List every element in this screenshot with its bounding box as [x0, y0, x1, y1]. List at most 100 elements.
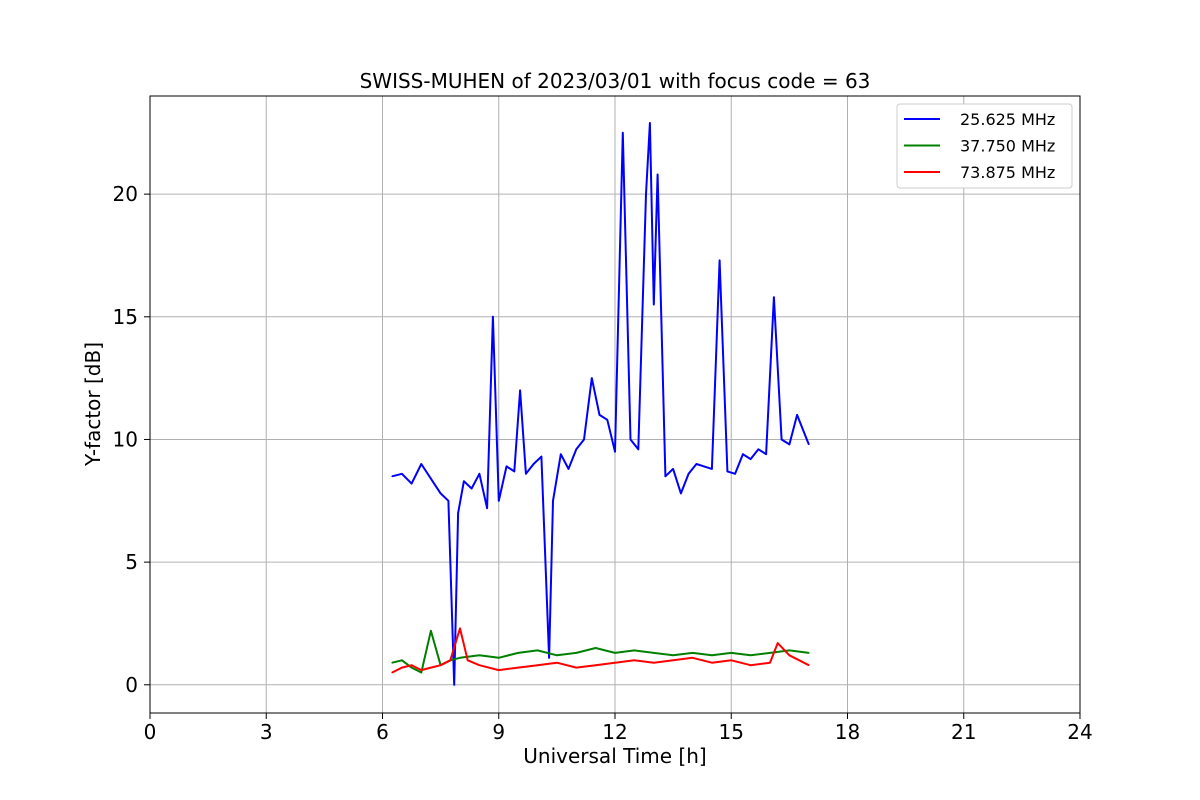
- data-point: [769, 661, 771, 664]
- data-point: [391, 475, 393, 478]
- data-point: [672, 468, 674, 470]
- data-point: [788, 443, 791, 446]
- data-point: [430, 477, 432, 480]
- data-point: [439, 492, 442, 495]
- data-point: [773, 296, 775, 298]
- x-tick-label: 12: [602, 720, 627, 744]
- data-point: [552, 499, 554, 502]
- data-point: [575, 448, 578, 451]
- data-point: [420, 671, 423, 674]
- data-point: [536, 664, 539, 666]
- data-point: [621, 131, 624, 134]
- x-tick-label: 0: [144, 720, 157, 744]
- data-point: [463, 480, 465, 482]
- data-point: [645, 193, 647, 195]
- data-point: [391, 661, 393, 664]
- data-point: [478, 654, 481, 657]
- data-point: [780, 438, 783, 441]
- data-point: [401, 473, 403, 475]
- legend-label: 73.875 MHz: [960, 163, 1055, 182]
- data-point: [742, 453, 744, 455]
- data-point: [757, 448, 760, 451]
- series-lines: [391, 122, 810, 686]
- x-axis-label: Universal Time [h]: [523, 744, 706, 768]
- data-point: [598, 414, 601, 416]
- grid: [149, 96, 1081, 713]
- y-axis-label: Y-factor [dB]: [81, 342, 105, 467]
- data-point: [430, 666, 432, 669]
- data-point: [594, 664, 597, 666]
- data-point: [687, 473, 690, 475]
- data-point: [420, 463, 423, 465]
- data-point: [486, 507, 488, 509]
- data-point: [536, 649, 539, 652]
- data-point: [652, 661, 655, 664]
- data-point: [497, 499, 500, 502]
- data-point: [410, 482, 413, 485]
- data-point: [556, 661, 558, 664]
- data-point: [447, 499, 450, 502]
- data-point: [796, 414, 798, 416]
- data-point: [672, 659, 674, 662]
- y-tick-label: 0: [125, 673, 138, 697]
- data-point: [459, 657, 461, 659]
- data-point: [410, 664, 413, 666]
- data-point: [734, 473, 736, 475]
- data-point: [449, 659, 452, 662]
- data-point: [548, 657, 550, 659]
- data-point: [629, 438, 632, 441]
- data-point: [497, 657, 500, 659]
- data-point: [695, 463, 698, 465]
- data-point: [726, 470, 729, 473]
- data-point: [519, 389, 521, 392]
- y-tick-label: 10: [113, 427, 138, 451]
- data-point: [776, 642, 779, 644]
- data-point: [453, 683, 455, 686]
- data-point: [391, 671, 393, 674]
- data-point: [594, 647, 597, 649]
- data-point: [567, 468, 570, 470]
- data-point: [410, 666, 413, 669]
- x-tick-label: 3: [260, 720, 273, 744]
- series-line: [391, 629, 809, 674]
- chart-title: SWISS-MUHEN of 2023/03/01 with focus cod…: [360, 69, 871, 93]
- data-point: [430, 630, 432, 632]
- data-point: [575, 652, 578, 654]
- legend-label: 37.750 MHz: [960, 137, 1055, 156]
- data-point: [478, 473, 481, 475]
- data-point: [637, 448, 640, 451]
- data-point: [788, 654, 791, 657]
- legend: 25.625 MHz 37.750 MHz 73.875 MHz: [896, 103, 1073, 189]
- y-tick-label: 15: [113, 305, 138, 329]
- data-point: [807, 664, 810, 666]
- data-point: [711, 654, 713, 657]
- data-point: [559, 453, 562, 455]
- series-2: [391, 627, 810, 674]
- x-tick-label: 15: [719, 720, 744, 744]
- data-point: [804, 433, 806, 436]
- data-point: [513, 470, 516, 473]
- data-point: [765, 453, 767, 455]
- data-point: [691, 652, 694, 654]
- data-point: [652, 303, 655, 306]
- data-point: [590, 377, 593, 379]
- y-tick-label: 20: [113, 182, 138, 206]
- series-line: [391, 627, 810, 674]
- data-point: [711, 661, 713, 664]
- data-point: [556, 654, 558, 657]
- data-point: [730, 659, 733, 662]
- data-point: [664, 475, 667, 478]
- data-point: [633, 659, 636, 662]
- data-point: [470, 487, 473, 490]
- y-tick-label: 5: [125, 550, 138, 574]
- x-tick-label: 18: [835, 720, 860, 744]
- data-point: [656, 173, 659, 176]
- data-point: [652, 652, 655, 654]
- data-point: [633, 649, 636, 652]
- x-tick-label: 24: [1067, 720, 1092, 744]
- data-point: [540, 455, 543, 458]
- data-point: [749, 458, 752, 460]
- legend-label: 25.625 MHz: [960, 110, 1055, 129]
- data-point: [459, 627, 461, 630]
- legend-box: [896, 103, 1073, 189]
